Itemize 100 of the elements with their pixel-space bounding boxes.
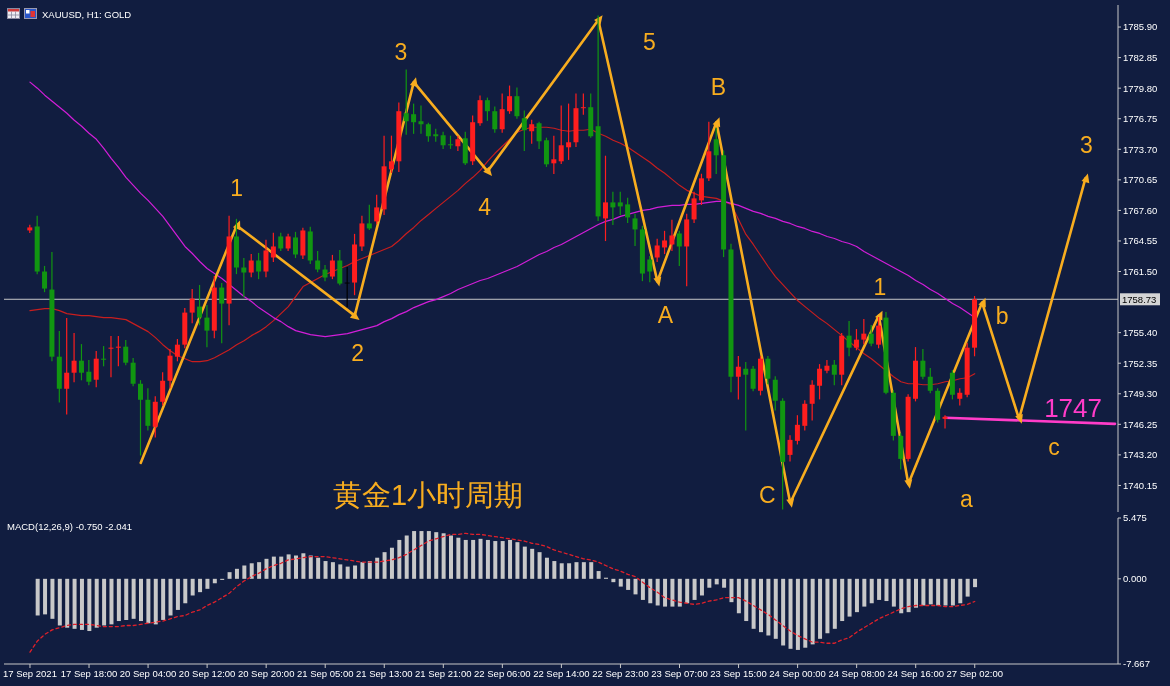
- bar: [426, 531, 431, 579]
- bar: [825, 578, 830, 634]
- annotation: 3: [394, 39, 408, 66]
- bar: [323, 561, 328, 579]
- bar: [168, 578, 173, 616]
- candlestick: [794, 415, 800, 445]
- candlestick: [359, 215, 365, 252]
- bar: [899, 578, 904, 614]
- candlestick: [853, 329, 859, 351]
- bar: [677, 578, 682, 607]
- bar: [345, 566, 350, 579]
- candlestick: [160, 372, 166, 406]
- x-tick-label: 20 Sep 04:00: [119, 668, 177, 680]
- bar: [958, 578, 963, 604]
- x-tick-label: 22 Sep 14:00: [533, 668, 590, 680]
- series-label: 1747: [1044, 392, 1102, 423]
- y-tick-label: 1776.75: [1123, 113, 1158, 125]
- candlestick: [735, 356, 741, 400]
- bar: [308, 555, 313, 579]
- bar: [818, 578, 823, 639]
- bar: [640, 578, 645, 600]
- candlestick: [713, 127, 719, 174]
- annotation: c: [1048, 433, 1060, 460]
- bar: [102, 578, 107, 626]
- candlestick: [669, 219, 675, 252]
- candlestick: [809, 380, 815, 421]
- bar: [854, 578, 859, 613]
- bar: [655, 578, 660, 606]
- x-tick-label: 27 Sep 02:00: [946, 668, 1003, 680]
- bar: [360, 562, 365, 579]
- candlestick: [174, 339, 180, 362]
- bar: [574, 562, 579, 579]
- bar: [729, 578, 734, 603]
- y-tick-label: 1743.20: [1123, 449, 1158, 461]
- bar: [973, 578, 978, 588]
- bar: [493, 541, 498, 579]
- candlestick: [315, 250, 321, 273]
- annotation: 4: [478, 194, 492, 221]
- point: [904, 479, 913, 489]
- text: 黄金1小时周期: [333, 479, 524, 511]
- ref-line-label: 1758.73: [1122, 293, 1157, 305]
- bar: [862, 578, 867, 607]
- bar: [190, 578, 195, 596]
- bar: [803, 578, 808, 648]
- candlestick: [138, 380, 143, 456]
- bar: [397, 539, 402, 579]
- bar: [87, 578, 92, 632]
- candlestick: [425, 122, 431, 142]
- y-tick-label: 5.475: [1123, 512, 1147, 524]
- bar: [456, 537, 461, 579]
- bar: [847, 578, 852, 617]
- candlestick: [529, 119, 535, 144]
- x-tick-label: 17 Sep 2021: [3, 668, 57, 680]
- candlestick: [197, 284, 203, 326]
- bar: [714, 578, 719, 585]
- bar: [699, 578, 704, 596]
- bar: [508, 539, 513, 579]
- candlestick: [691, 191, 697, 224]
- annotation: C: [758, 481, 776, 508]
- bar: [522, 546, 527, 579]
- candlestick: [263, 239, 269, 278]
- bar: [412, 531, 417, 579]
- annotation: A: [657, 301, 674, 328]
- candlestick: [219, 282, 225, 344]
- candlestick: [101, 346, 107, 367]
- point: [1081, 173, 1090, 184]
- bar: [72, 578, 77, 629]
- bar: [434, 532, 439, 579]
- candlestick: [204, 304, 210, 348]
- bar: [65, 578, 70, 628]
- bar: [94, 578, 99, 628]
- candlestick: [772, 376, 778, 411]
- candlestick: [647, 255, 653, 283]
- candlestick: [344, 266, 350, 308]
- point: [1015, 413, 1023, 424]
- bar: [404, 535, 409, 579]
- candlestick: [625, 197, 631, 224]
- annotation: 1: [230, 175, 244, 202]
- candlestick: [817, 364, 823, 400]
- bar: [906, 578, 911, 613]
- bar: [116, 578, 121, 622]
- point: [409, 77, 418, 88]
- bar: [648, 578, 653, 604]
- bar: [692, 578, 697, 600]
- candlestick: [949, 370, 955, 400]
- candlestick: [477, 95, 483, 126]
- bar: [810, 578, 815, 645]
- bar: [471, 539, 476, 579]
- candlestick: [846, 321, 852, 357]
- x-tick-label: 23 Sep 07:00: [651, 668, 708, 680]
- candlestick: [698, 173, 704, 205]
- candlestick: [787, 435, 793, 462]
- bar: [736, 578, 741, 614]
- bar: [301, 553, 306, 579]
- candlestick: [418, 105, 424, 134]
- candlestick: [86, 360, 92, 386]
- candlestick: [115, 336, 121, 367]
- candlestick: [130, 358, 136, 387]
- bar: [921, 578, 926, 606]
- bar: [773, 578, 778, 639]
